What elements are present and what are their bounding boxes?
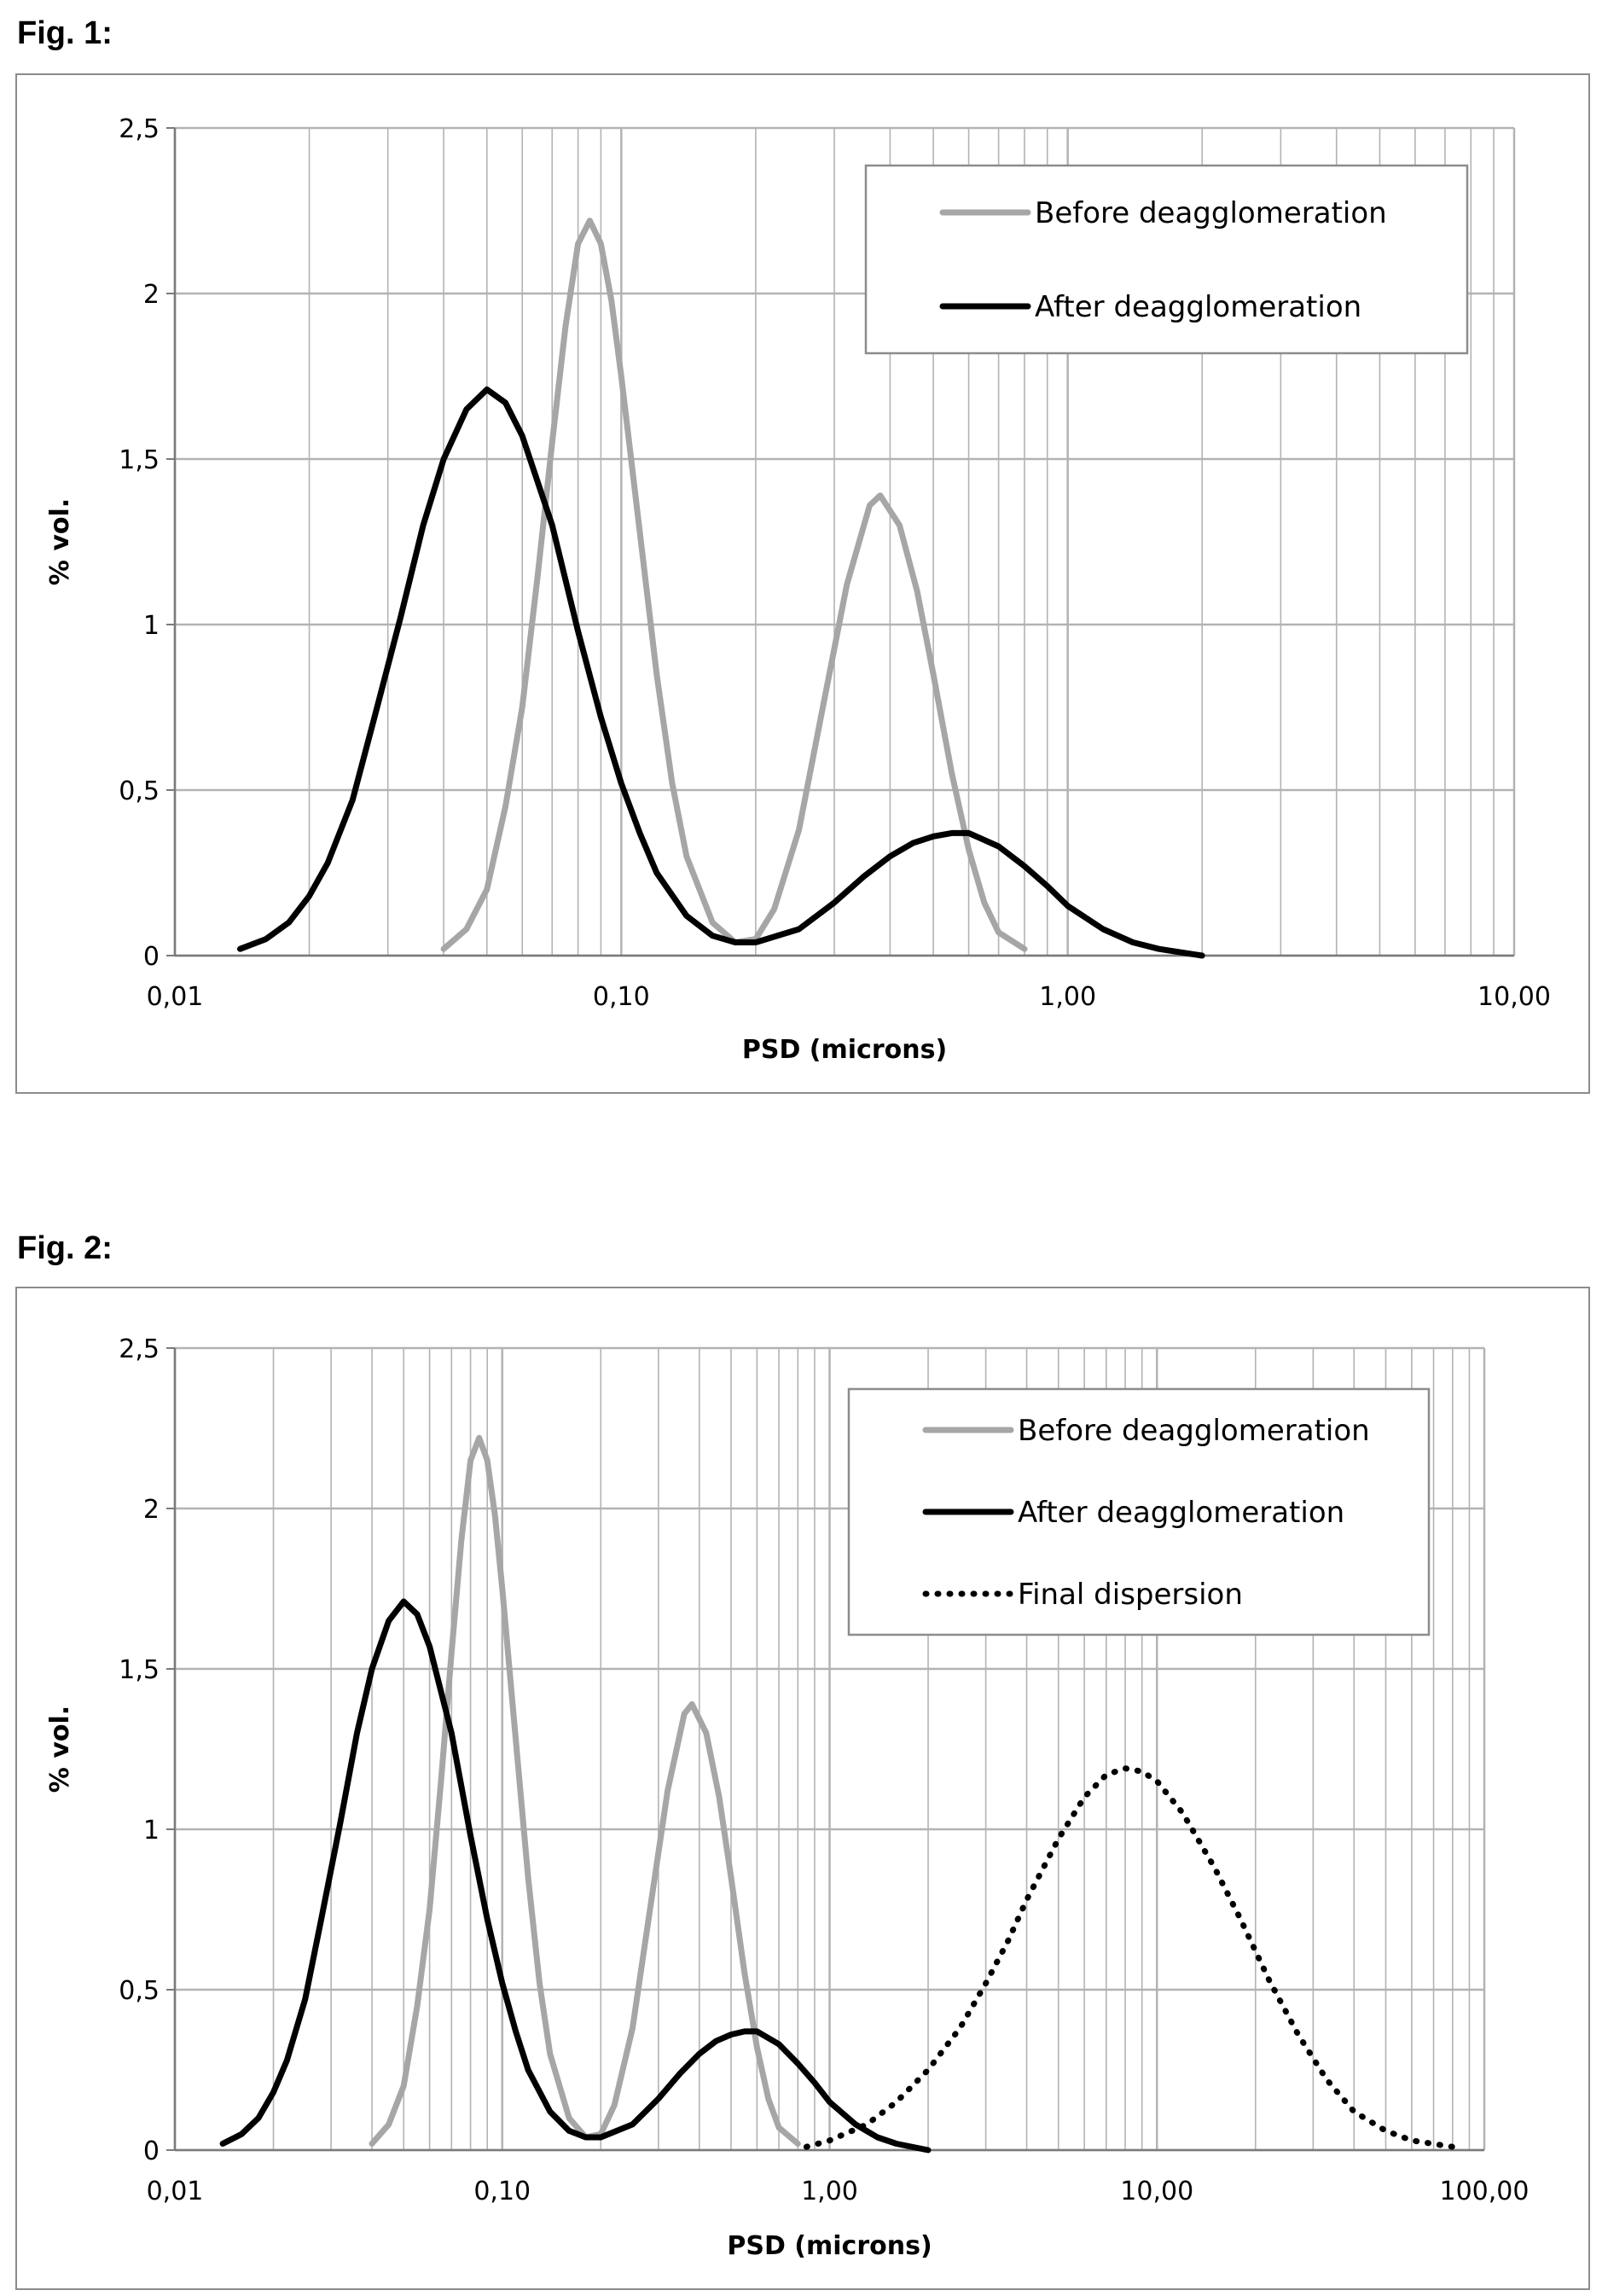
x-tick-label: 1,00 bbox=[801, 2177, 858, 2206]
y-axis-title: % vol. bbox=[45, 498, 75, 585]
x-axis-title: PSD (microns) bbox=[727, 2231, 932, 2261]
x-tick-label: 10,00 bbox=[1477, 982, 1551, 1012]
legend: Before deagglomeration After deagglomerat… bbox=[864, 164, 1469, 355]
x-tick-label: 1,00 bbox=[1039, 982, 1096, 1012]
chart-2: 0 0,5 1 1,5 2 2,5 0,01 0,10 1,00 10,00 100,00 PSD (… bbox=[45, 1334, 1530, 2261]
y-tick-label: 2 bbox=[143, 280, 160, 310]
legend-label: After deagglomeration bbox=[1035, 290, 1361, 324]
y-tick-label: 1 bbox=[143, 1816, 160, 1846]
legend-label: Before deagglomeration bbox=[1035, 196, 1387, 230]
legend-label: After deagglomeration bbox=[1018, 1496, 1344, 1530]
y-tick-label: 1 bbox=[143, 611, 160, 641]
x-axis-title: PSD (microns) bbox=[742, 1035, 947, 1065]
x-tick-label: 0,01 bbox=[147, 2177, 204, 2206]
legend-label: Final dispersion bbox=[1018, 1578, 1243, 1612]
legend-label: Before deagglomeration bbox=[1018, 1414, 1370, 1448]
series-line-final-dispersion bbox=[803, 1765, 1456, 2150]
y-axis-title: % vol. bbox=[45, 1706, 75, 1793]
series-line-before-deagglomeration bbox=[369, 1434, 801, 2147]
x-tick-label: 10,00 bbox=[1120, 2177, 1193, 2206]
y-tick-label: 1,5 bbox=[119, 1655, 160, 1685]
y-tick-label: 0,5 bbox=[119, 776, 160, 806]
x-tick-label: 0,10 bbox=[473, 2177, 531, 2206]
legend-box bbox=[864, 164, 1469, 355]
legend: Before deagglomeration After deagglomerat… bbox=[847, 1387, 1431, 1636]
chart-2-frame: 0 0,5 1 1,5 2 2,5 0,01 0,10 1,00 10,00 100,00 PSD (… bbox=[15, 1287, 1590, 2290]
x-tick-label: 100,00 bbox=[1440, 2177, 1530, 2206]
x-tick-label: 0,01 bbox=[147, 982, 204, 1012]
y-tick-label: 0 bbox=[143, 942, 160, 972]
chart-1: 0 0,5 1 1,5 2 2,5 0,01 0,10 1,00 10,00 PSD (micron… bbox=[45, 114, 1551, 1065]
y-tick-label: 2 bbox=[143, 1495, 160, 1525]
y-tick-label: 0,5 bbox=[119, 1976, 160, 2006]
chart-1-frame: 0 0,5 1 1,5 2 2,5 0,01 0,10 1,00 10,00 PSD (micron… bbox=[15, 73, 1590, 1094]
x-tick-label: 0,10 bbox=[593, 982, 650, 1012]
y-tick-label: 2,5 bbox=[119, 114, 160, 144]
series-line-after-deagglomeration bbox=[219, 1598, 932, 2154]
y-tick-label: 0 bbox=[143, 2136, 160, 2166]
figure-1-label: Fig. 1: bbox=[17, 15, 113, 51]
series-line-after-deagglomeration bbox=[237, 387, 1205, 959]
y-tick-label: 1,5 bbox=[119, 445, 160, 475]
figure-2-label: Fig. 2: bbox=[17, 1230, 113, 1266]
y-tick-label: 2,5 bbox=[119, 1334, 160, 1364]
